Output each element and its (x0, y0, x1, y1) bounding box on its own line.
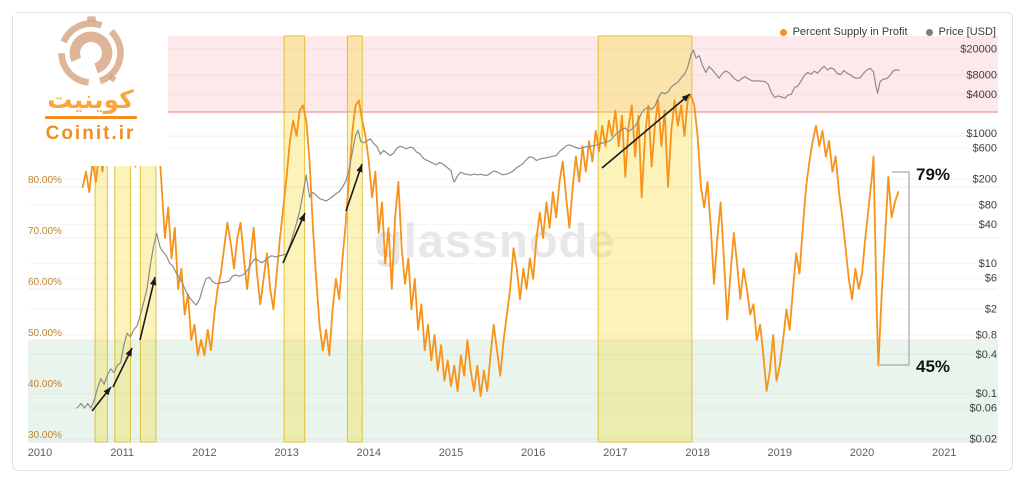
trend-arrow (282, 212, 306, 264)
left-axis-tick: 70.00% (28, 226, 62, 237)
left-axis-tick: 30.00% (28, 430, 62, 441)
x-axis-tick: 2010 (28, 447, 52, 459)
x-axis-tick: 2011 (110, 447, 134, 459)
pink-zone (28, 36, 998, 113)
trend-arrow-head (150, 277, 157, 286)
x-axis-tick: 2021 (932, 447, 956, 459)
right-axis-tick: $1000 (966, 128, 997, 140)
trend-arrow-head (356, 164, 363, 173)
right-axis-tick: $4000 (966, 89, 997, 101)
right-axis-tick: $200 (973, 174, 997, 186)
x-axis-tick: 2019 (768, 447, 792, 459)
trend-arrow (345, 163, 363, 212)
right-axis-tick: $8000 (966, 69, 997, 81)
left-axis-tick: 60.00% (28, 277, 62, 288)
legend: Percent Supply in Profit Price [USD] (779, 26, 996, 38)
right-axis-tick: $20000 (960, 44, 997, 56)
right-axis-tick: $80 (979, 199, 997, 211)
trend-arrow (139, 276, 156, 341)
range-bracket (880, 171, 910, 366)
left-axis-tick: 40.00% (28, 379, 62, 390)
x-axis-tick: 2018 (685, 447, 709, 459)
series-price-usd (76, 49, 900, 409)
coinit-logo-icon (57, 16, 124, 86)
yellow-band (597, 35, 693, 443)
bracket-top-label: 79% (916, 165, 950, 184)
legend-item-percent-supply[interactable]: Percent Supply in Profit (779, 26, 908, 38)
legend-label-percent-supply: Percent Supply in Profit (792, 26, 908, 38)
x-axis-tick: 2017 (603, 447, 627, 459)
series-percent-supply-in-profit (81, 94, 900, 398)
x-axis-tick: 2012 (192, 447, 216, 459)
coinit-logo: کوینیت Coinit.ir (13, 13, 168, 166)
bracket-bottom-label: 45% (916, 357, 950, 376)
trend-arrow-head (298, 213, 305, 222)
x-axis-tick: 2013 (274, 447, 298, 459)
glassnode-watermark: glassnode (374, 214, 616, 267)
yellow-band (346, 35, 363, 443)
right-axis-tick: $10 (979, 258, 997, 270)
legend-dot-price-icon (925, 28, 933, 36)
right-axis-tick: $0.06 (969, 402, 997, 414)
left-axis-tick: 50.00% (28, 328, 62, 339)
right-axis-tick: $0.02 (969, 434, 997, 446)
legend-dot-percent-supply-icon (779, 28, 787, 36)
x-axis-tick: 2015 (439, 447, 463, 459)
trend-arrow-head (103, 387, 111, 396)
trend-arrow-head (125, 348, 132, 357)
x-axis-tick: 2020 (850, 447, 874, 459)
right-axis-tick: $6 (985, 272, 997, 284)
right-axis-tick: $0.8 (976, 329, 997, 341)
coinit-logo-domain: Coinit.ir (45, 123, 136, 145)
right-axis-tick: $0.1 (976, 388, 997, 400)
right-axis-tick: $600 (973, 142, 997, 154)
chart-card (12, 12, 1013, 471)
trend-arrow-head (681, 94, 690, 102)
coinit-logo-underline (44, 116, 137, 120)
trend-arrow (601, 93, 691, 169)
right-axis-tick: $2 (985, 304, 997, 316)
legend-item-price[interactable]: Price [USD] (925, 26, 996, 38)
x-axis-tick: 2014 (357, 447, 381, 459)
left-axis-tick: 80.00% (28, 175, 62, 186)
right-axis-tick: $40 (979, 219, 997, 231)
x-axis-tick: 2016 (521, 447, 545, 459)
legend-label-price: Price [USD] (938, 26, 996, 38)
right-axis-tick: $0.4 (976, 349, 997, 361)
coinit-logo-persian: کوینیت (47, 85, 134, 114)
